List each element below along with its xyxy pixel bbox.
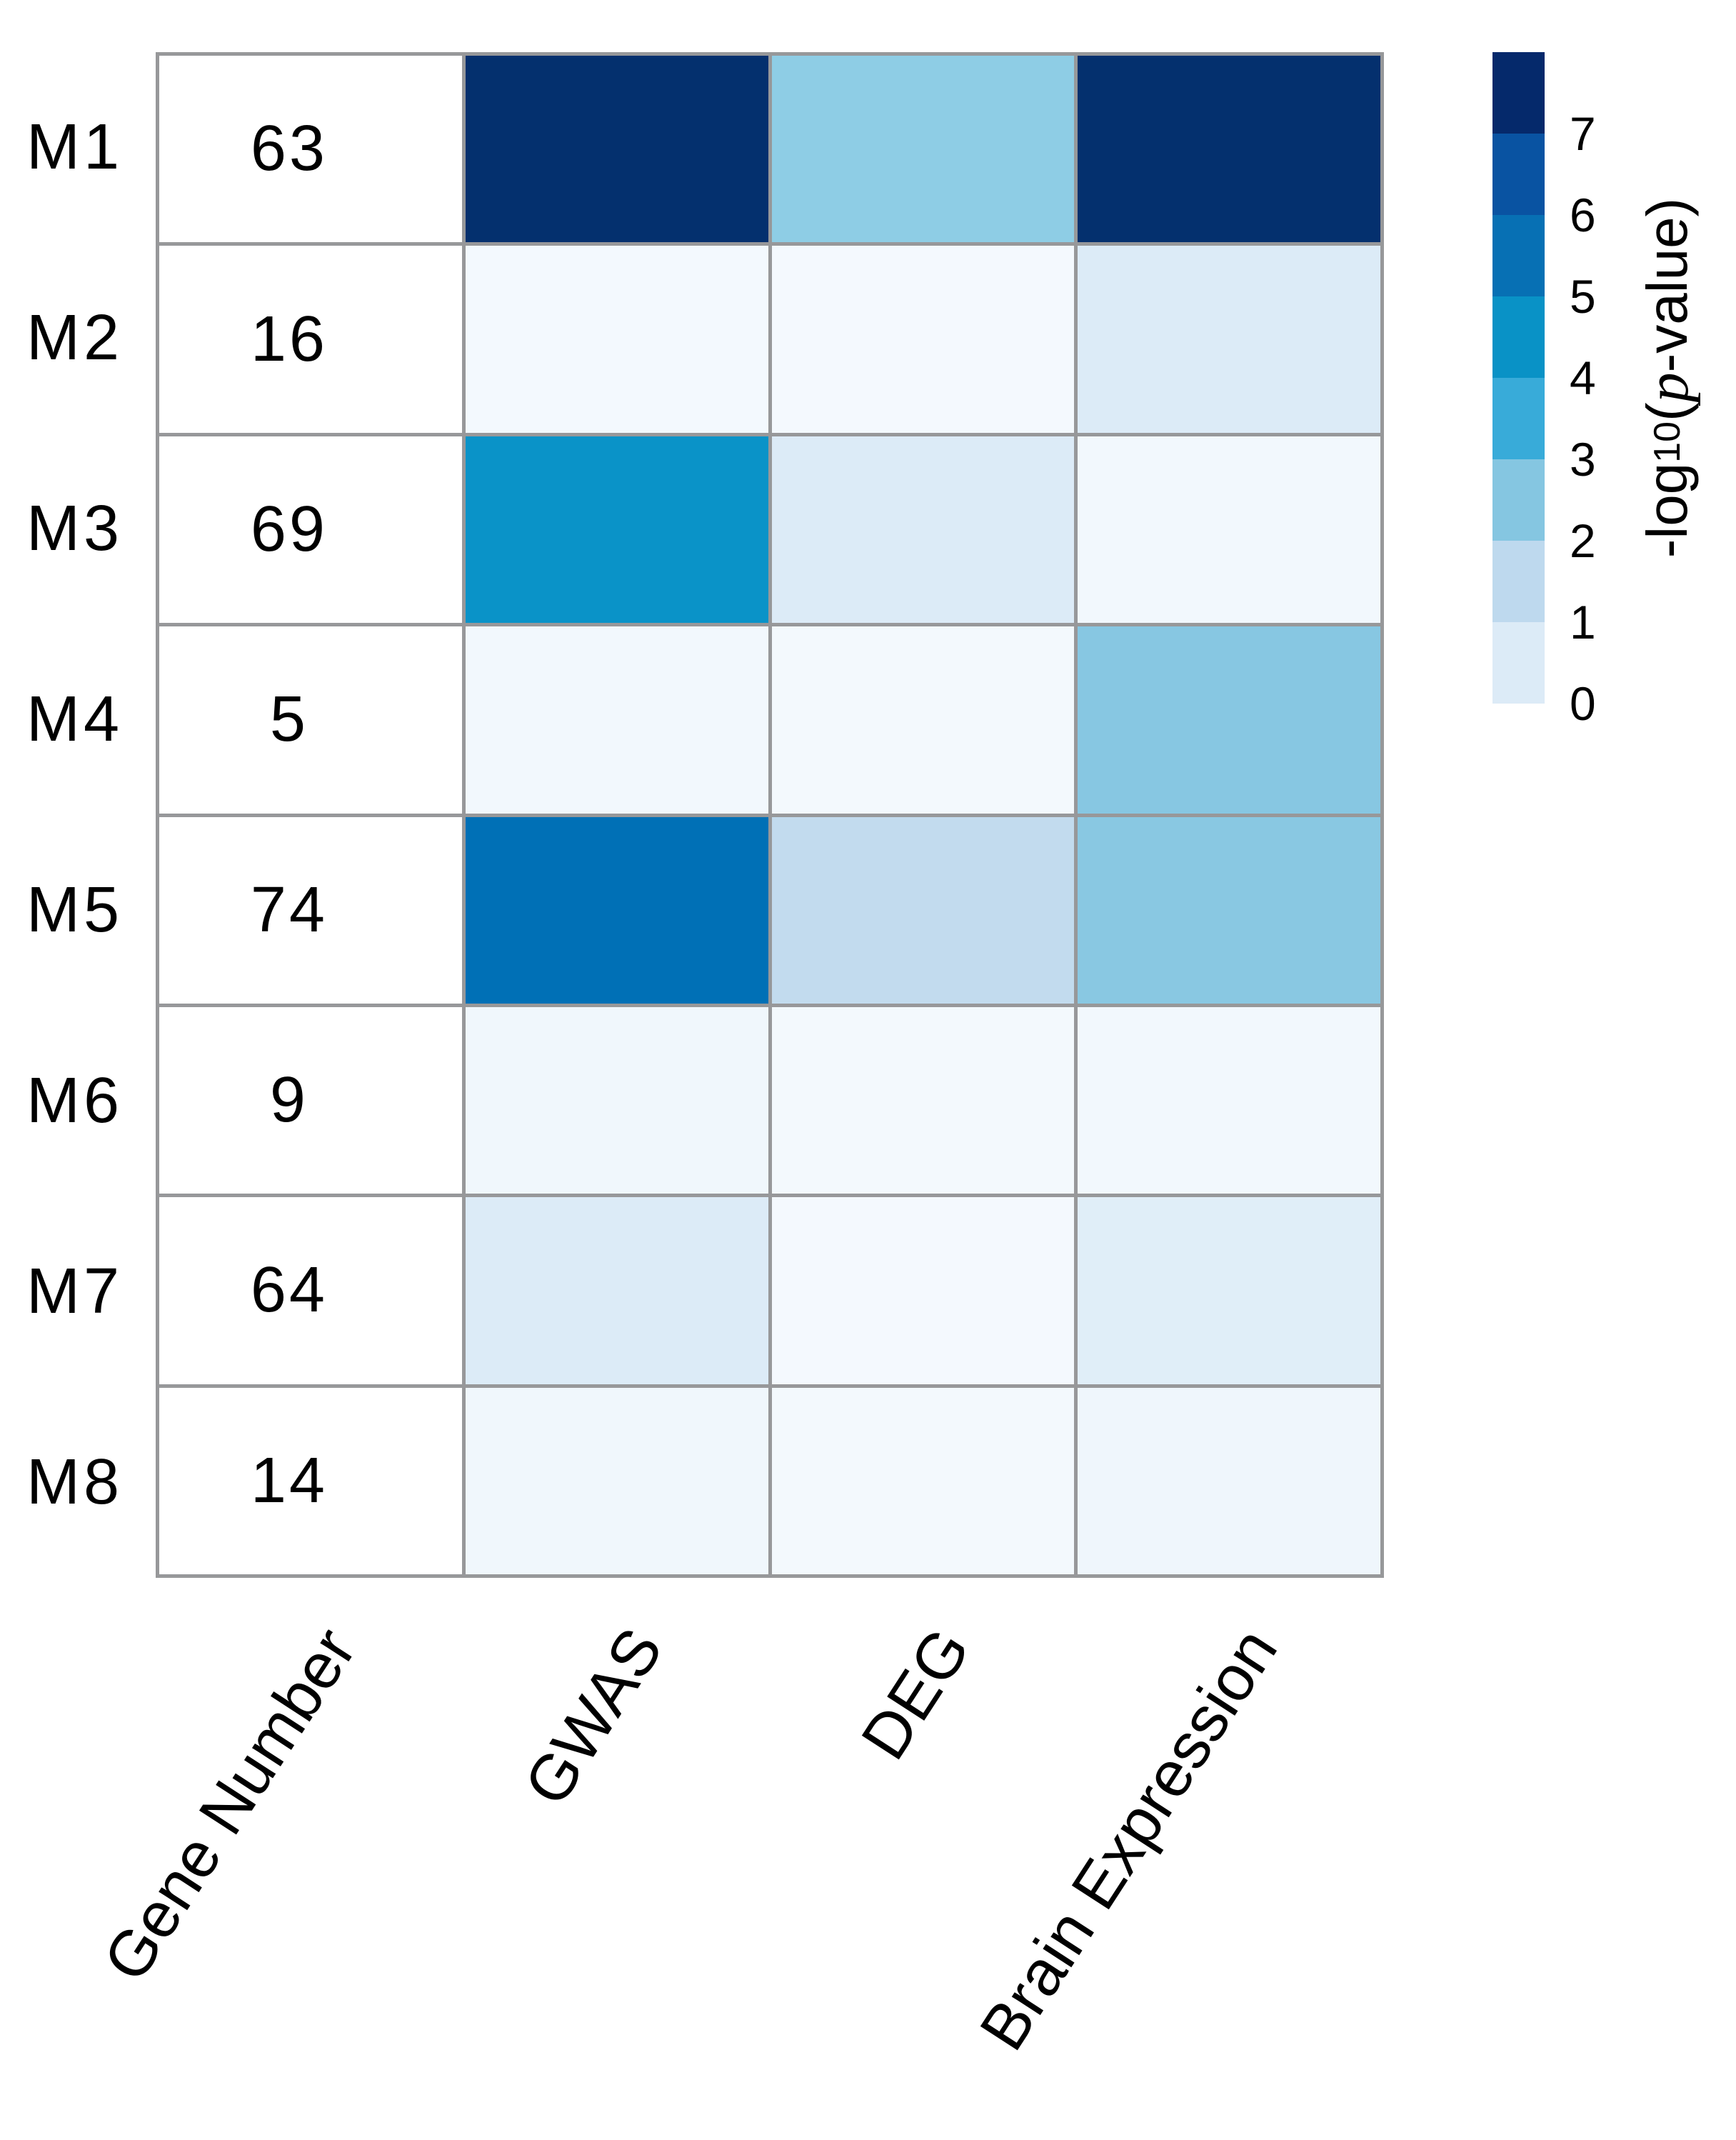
legend-title-prefix: -log [1635,462,1699,559]
legend-tick-label: 2 [1570,514,1596,567]
heatmap-cell [465,816,768,1004]
heatmap-cell [465,1006,768,1194]
heatmap-cell [1078,1387,1380,1574]
heatmap-cell [465,626,768,814]
legend-colorbar [1492,52,1545,704]
heatmap-cell [771,1387,1075,1574]
x-axis-label: GWAS [511,1616,677,1818]
gene-number-cell: 63 [159,56,462,243]
heatmap-cell [771,626,1075,814]
legend-tick-label: 6 [1570,189,1596,241]
gene-number-cell: 5 [159,626,462,814]
heatmap-grid: 63 16 69 5 74 9 64 14 [156,52,1384,1578]
legend-color-block [1492,296,1545,378]
heatmap-cell [1078,816,1380,1004]
row-label: M7 [26,1256,123,1327]
x-axis-label: Brain Expression [966,1616,1291,2063]
heatmap-cell [771,56,1075,243]
legend-color-block [1492,378,1545,459]
legend: 7 6 5 4 3 2 1 0 [1492,52,1736,766]
heatmap-cell [465,1197,768,1384]
gene-number-cell: 16 [159,246,462,433]
row-label: M2 [26,302,123,374]
legend-color-block [1492,52,1545,134]
legend-tick-label: 1 [1570,596,1596,649]
legend-tick-label: 3 [1570,433,1596,486]
heatmap-cell [1078,56,1380,243]
gene-number-cell: 9 [159,1006,462,1194]
legend-color-block [1492,459,1545,541]
legend-color-block [1492,541,1545,622]
heatmap-cell [465,56,768,243]
legend-title: -log 10 (p -value) [1634,197,1701,559]
gene-number-cell: 74 [159,816,462,1004]
heatmap-cell [465,246,768,433]
heatmap-cell [771,816,1075,1004]
legend-title-open-paren: ( [1635,402,1699,421]
legend-color-block [1492,134,1545,215]
heatmap-cell [771,1197,1075,1384]
row-label: M6 [26,1065,123,1136]
heatmap-cell [1078,626,1380,814]
legend-color-block [1492,215,1545,296]
row-label: M5 [26,874,123,946]
legend-tick-label: 7 [1570,107,1596,160]
row-label: M1 [26,111,123,183]
row-label: M4 [26,684,123,755]
legend-tick-label: 5 [1570,270,1596,323]
heatmap-cell [1078,1006,1380,1194]
heatmap-cell [771,1006,1075,1194]
legend-tick-label: 4 [1570,351,1596,404]
legend-color-block [1492,622,1545,704]
gene-number-cell: 14 [159,1387,462,1574]
x-axis-label: DEG [848,1616,984,1772]
heatmap-cell [1078,436,1380,624]
heatmap-cell [771,246,1075,433]
row-label: M8 [26,1446,123,1518]
x-axis-label: Gene Number [89,1616,370,1994]
heatmap-cell [1078,1197,1380,1384]
heatmap-cell [771,436,1075,624]
legend-title-p-italic: p [1634,372,1701,403]
y-axis-row-labels: M1 M2 M3 M4 M5 M6 M7 M8 [7,52,143,1578]
gene-number-cell: 64 [159,1197,462,1384]
heatmap-cell [465,436,768,624]
row-label: M3 [26,493,123,564]
gene-number-cell: 69 [159,436,462,624]
legend-title-suffix: -value) [1635,197,1699,373]
heatmap-cell [1078,246,1380,433]
legend-tick-label: 0 [1570,677,1596,730]
heatmap-cell [465,1387,768,1574]
